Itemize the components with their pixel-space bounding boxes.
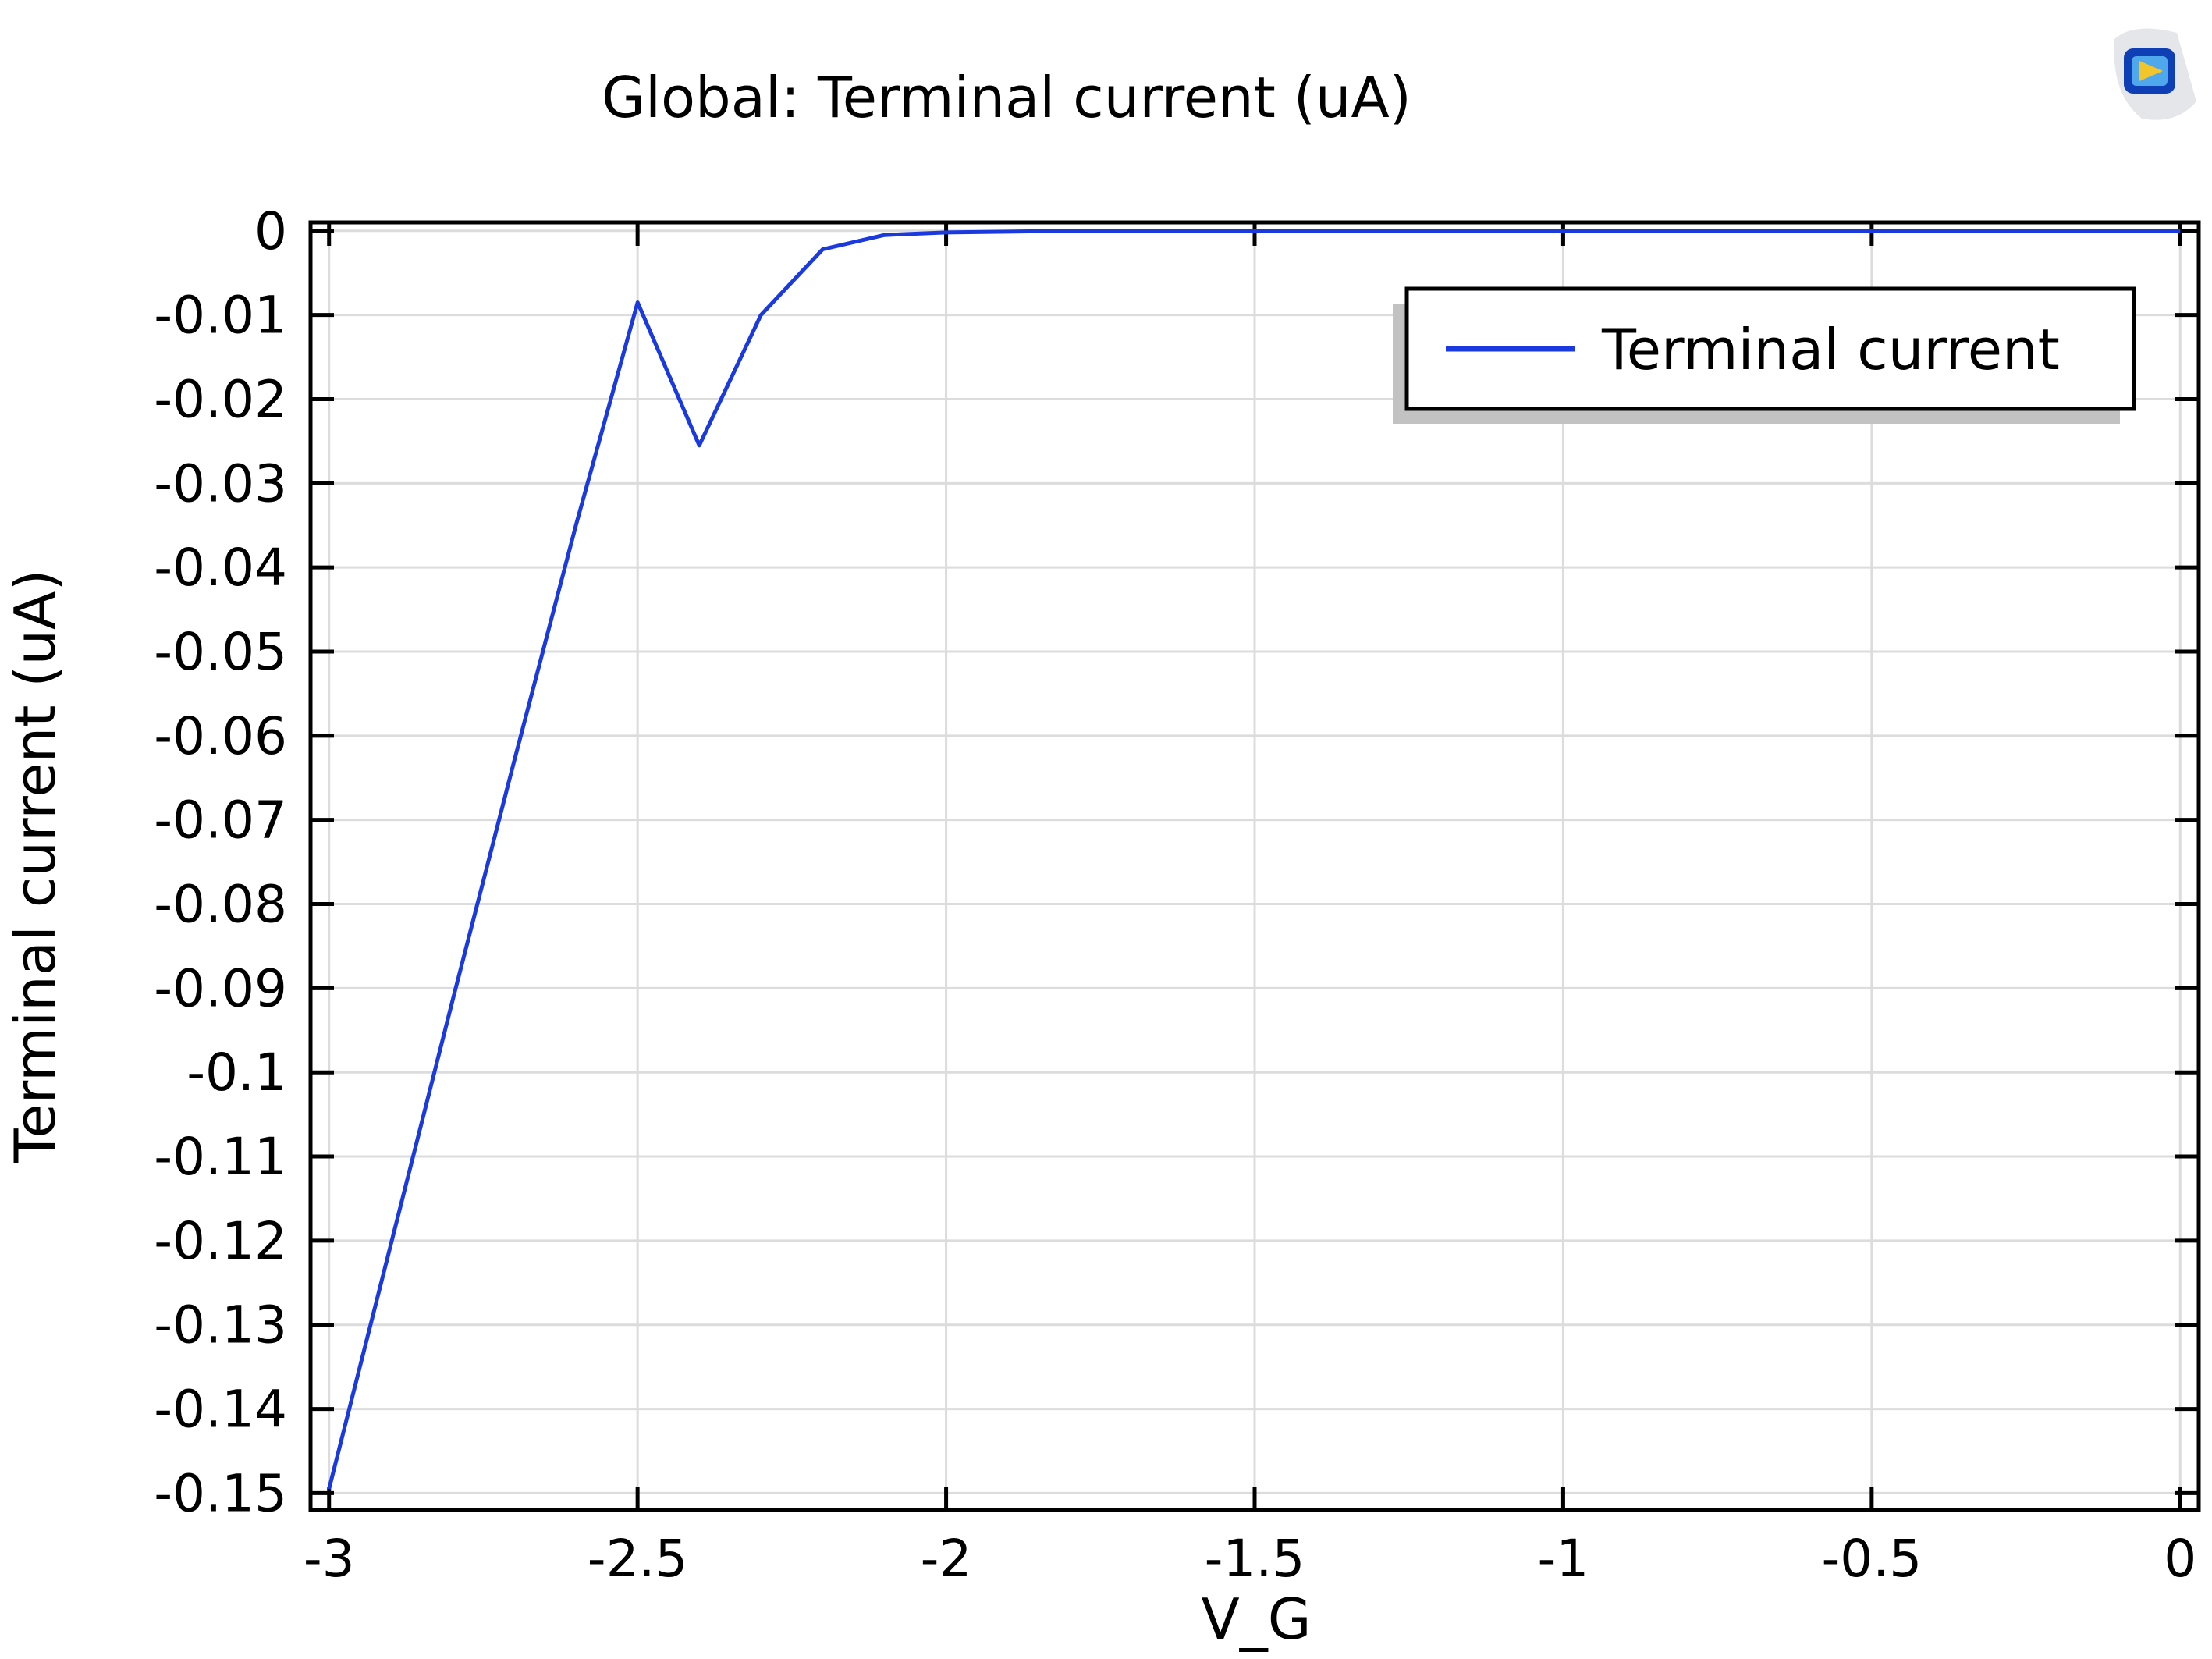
x-tick-label: -2.5 [588,1529,688,1589]
x-tick-label: -1 [1538,1529,1589,1589]
y-tick-label: -0.06 [154,706,287,766]
x-tick-labels: -3 -2.5 -2 -1.5 -1 -0.5 0 [304,1529,2196,1589]
x-tick-label: -1.5 [1205,1529,1305,1589]
x-gridlines [328,222,2182,1510]
y-tick-label: 0 [254,201,287,261]
y-tick-label: -0.02 [154,369,287,429]
x-axis-label: V_G [1201,1586,1311,1652]
y-tick-label: -0.13 [154,1295,287,1355]
y-tick-labels: 0 -0.01 -0.02 -0.03 -0.04 -0.05 -0.06 -0.07 -0.0… [154,201,287,1524]
chart-title: Global: Terminal current (uA) [602,65,1411,130]
x-tick-label: -2 [921,1529,972,1589]
y-ticks [311,229,2199,1495]
x-tick-label: -0.5 [1821,1529,1922,1589]
series-layer [327,229,2181,1490]
comsol-logo-icon [2114,28,2196,120]
y-tick-label: -0.07 [154,790,287,851]
legend-label-terminal-current: Terminal current [1601,317,2060,382]
y-tick-label: -0.09 [154,958,287,1018]
y-axis-label: Terminal current (uA) [2,570,68,1164]
y-tick-label: -0.01 [154,286,287,346]
x-ticks [327,222,2182,1510]
x-tick-label: 0 [2164,1529,2196,1589]
y-tick-label: -0.14 [154,1380,287,1440]
y-tick-label: -0.15 [154,1463,287,1523]
y-tick-label: -0.08 [154,875,287,935]
y-tick-label: -0.04 [154,538,287,598]
y-tick-label: -0.11 [154,1127,287,1187]
series-line-terminal-current [327,229,2181,1490]
x-tick-label: -3 [304,1529,355,1589]
y-tick-label: -0.1 [186,1043,287,1103]
y-tick-label: -0.05 [154,622,287,682]
y-tick-label: -0.12 [154,1211,287,1271]
legend: Terminal current [1393,286,2136,424]
y-tick-label: -0.03 [154,453,287,513]
